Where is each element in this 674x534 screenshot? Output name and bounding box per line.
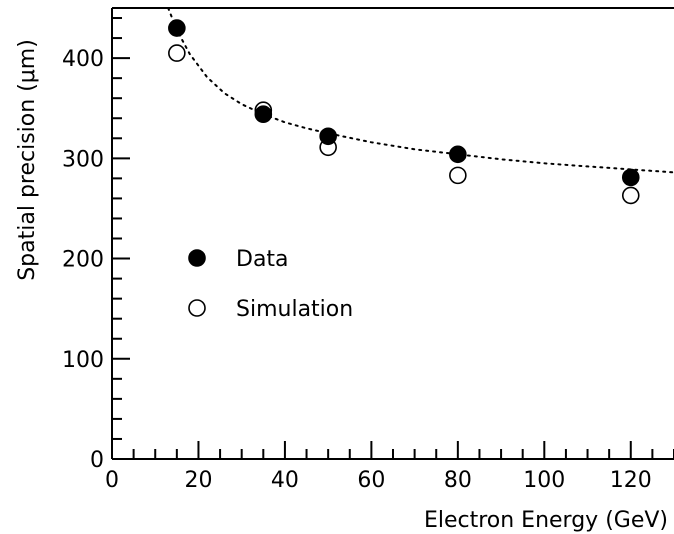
x-tick-label: 40 [271, 468, 299, 493]
data-point [254, 105, 273, 124]
plot-frame [111, 7, 674, 460]
x-tick-label: 60 [357, 468, 385, 493]
y-tick-label: 100 [62, 348, 104, 373]
fit-curve-layer [167, 7, 674, 174]
data-point [621, 168, 640, 187]
x-tick-label: 120 [610, 468, 652, 493]
y-tick-label: 300 [62, 147, 104, 172]
y-tick-label: 400 [62, 47, 104, 72]
simulation-point [621, 186, 640, 205]
y-tick-label: 200 [62, 248, 104, 273]
legend-label-data: Data [236, 247, 289, 272]
data-point [168, 19, 186, 37]
x-tick-label: 0 [105, 468, 119, 493]
simulation-point [254, 101, 273, 120]
y-tick-label: 0 [90, 448, 104, 473]
x-axis-title: Electron Energy (GeV) [424, 508, 668, 533]
data-point [449, 145, 467, 164]
simulation-point [449, 166, 467, 185]
simulation-point [168, 44, 186, 62]
legend: Data Simulation [188, 247, 353, 322]
y-axis-title: Spatial precision (μm) [15, 39, 40, 281]
axis-ticks: 0 20 40 60 80 100 120 0 100 200 300 400 [62, 17, 674, 493]
legend-marker-simulation [188, 299, 206, 317]
x-tick-label: 100 [523, 468, 565, 493]
fit-curve [167, 7, 674, 174]
legend-label-simulation: Simulation [236, 297, 353, 322]
legend-marker-data [188, 249, 206, 267]
simulation-point [319, 138, 337, 157]
data-points [168, 19, 640, 205]
x-tick-label: 80 [444, 468, 472, 493]
x-tick-label: 20 [184, 468, 212, 493]
